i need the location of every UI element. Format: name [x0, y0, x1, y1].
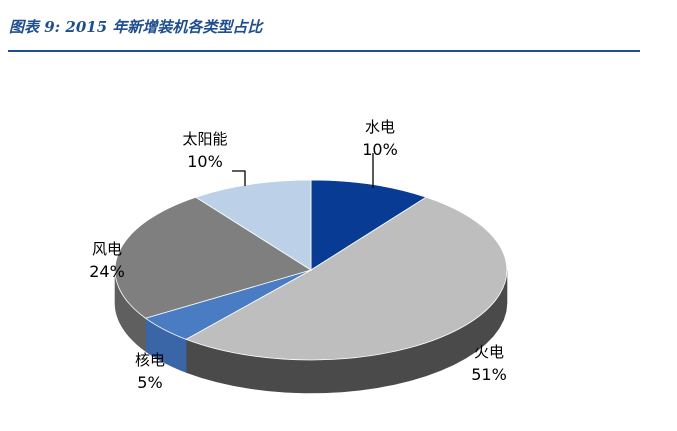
leader-line-5 [232, 170, 246, 186]
pie-side-walls [114, 269, 508, 394]
title-divider [8, 50, 640, 52]
figure-title: 图表 9: 2015 年新增装机各类型占比 [9, 18, 263, 36]
pie-slice-5 [194, 179, 312, 271]
slice-percent-5: 10% [187, 152, 223, 171]
slice-label-2: 火电 [474, 343, 504, 361]
label-leader-lines [232, 153, 374, 188]
slice-label-3: 核电 [135, 351, 165, 369]
pie-slice-2 [185, 196, 508, 361]
slice-percent-2: 51% [471, 365, 507, 384]
slice-label-4: 风电 [92, 240, 122, 258]
slice-label-5: 太阳能 [182, 130, 227, 148]
pie-top-faces [114, 179, 508, 361]
slice-percent-3: 5% [137, 373, 162, 392]
pie-slice-4 [114, 196, 312, 319]
slice-percent-1: 10% [362, 140, 398, 159]
slice-percent-4: 24% [89, 262, 125, 281]
slice-label-1: 水电 [365, 118, 395, 136]
slice-labels: 水电 10% 火电 51% 核电 5% 风电 24% 太阳能 10% [89, 118, 507, 392]
pie-slice-1 [310, 179, 428, 271]
